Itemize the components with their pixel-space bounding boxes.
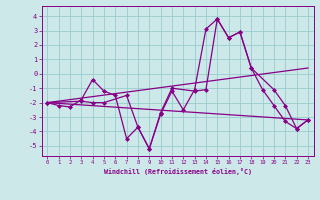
X-axis label: Windchill (Refroidissement éolien,°C): Windchill (Refroidissement éolien,°C)	[104, 168, 252, 175]
